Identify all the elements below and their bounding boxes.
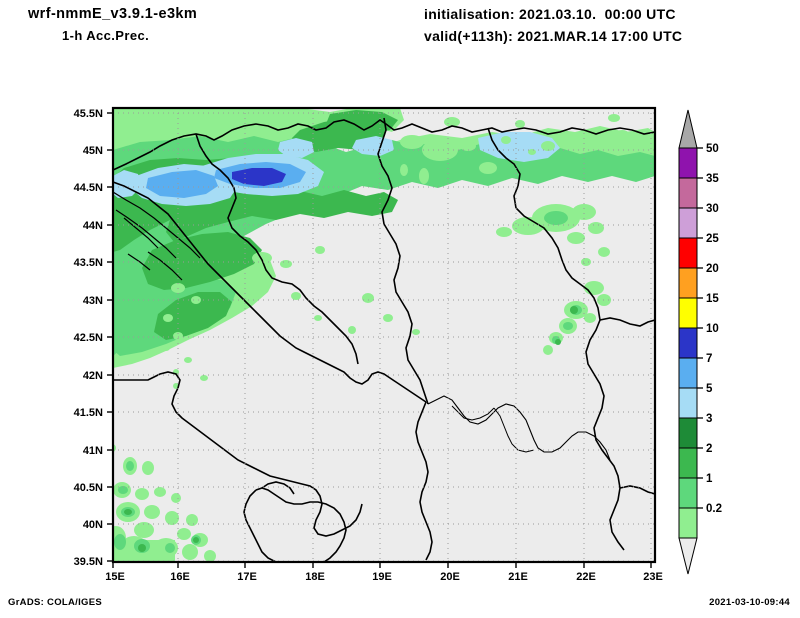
lon-tick-label: 23E [643,571,663,583]
field-title: 1-h Acc.Prec. [62,28,150,43]
colorbar-label: 1 [706,473,713,485]
lat-tick-label: 43.5N [74,257,103,269]
colorbar-band [678,297,698,329]
colorbar-label: 3 [706,413,712,425]
colorbar-band [678,507,698,539]
colorbar-band [678,357,698,389]
grads-credit: GrADS: COLA/IGES [8,597,103,608]
valid-time: valid(+113h): 2021.MAR.14 17:00 UTC [424,28,683,44]
map-gridlines [112,108,655,562]
colorbar-band [678,477,698,509]
border-montenegro-albania [427,395,611,461]
colorbar-label: 0.2 [706,503,722,515]
colorbar-label: 25 [706,233,719,245]
border-east [599,317,655,327]
colorbar-band [678,177,698,209]
coastline-adriatic-east [113,181,427,403]
colorbar-band [678,417,698,449]
coastline-italy-gargano [261,481,295,495]
colorbar-band [678,207,698,239]
lat-tick-label: 44.5N [74,182,103,194]
render-timestamp: 2021-03-10-09:44 [709,597,790,608]
lat-tick-label: 44N [83,220,103,232]
lon-tick-label: 22E [576,571,596,583]
lat-tick-label: 40.5N [74,482,103,494]
precip-band-2f [154,292,232,340]
colorbar-ticks [697,147,703,509]
colorbar-label: 7 [706,353,712,365]
colorbar-label: 30 [706,203,719,215]
lon-tick-label: 19E [372,571,392,583]
lon-tick-label: 20E [440,571,460,583]
lon-tick-label: 15E [105,571,125,583]
colorbar-label: 15 [706,293,719,305]
colorbar-band [678,387,698,419]
precip-band-2e [142,232,262,290]
lat-tick-label: 42N [83,370,103,382]
coastline-italy-heel2 [255,487,347,562]
lon-tick-label: 18E [305,571,325,583]
lat-tick-label: 45N [83,145,103,157]
border-north [113,119,655,171]
lon-tick-label: 21E [508,571,528,583]
colorbar[interactable]: 50 35 30 25 20 15 10 7 5 3 2 1 0.2 [678,109,722,575]
lon-tick-label: 16E [170,571,190,583]
precip-italy-cells-dark [124,509,199,552]
colorbar-band [678,327,698,359]
coast-island-1 [113,191,201,259]
coastline-italy-heel [243,489,277,562]
latitude-tick-labels: 45.5N 45N 44.5N 44N 43.5N 43N 42.5N 42N … [74,108,103,568]
precip-east-cells-dark [555,306,578,345]
colorbar-under-arrow [678,537,698,575]
colorbar-label: 2 [706,443,712,455]
longitude-tick-labels: 15E 16E 17E 18E 19E 20E 21E 22E 23E [105,571,663,583]
precip-band-7 [232,168,286,186]
coast-island-5 [127,253,151,271]
colorbar-band [678,267,698,299]
precip-band-5 [146,170,218,198]
colorbar-over-arrow [678,109,698,149]
border-croatia-inland [195,133,359,365]
lat-tick-label: 43N [83,295,103,307]
lat-tick-label: 41.5N [74,407,103,419]
precip-ne-cells [444,114,620,128]
colorbar-label: 5 [706,383,713,395]
initialisation-time: initialisation: 2021.03.10. 00:00 UTC [424,6,676,22]
lat-tick-label: 39.5N [74,556,103,568]
lon-tick-label: 17E [237,571,257,583]
colorbar-label: 20 [706,263,719,275]
colorbar-band [678,237,698,269]
colorbar-label: 10 [706,323,719,335]
border-northeast [487,127,625,551]
colorbar-label: 35 [706,173,719,185]
border-east2 [619,485,655,495]
coastline-south [415,401,433,561]
colorbar-label: 50 [706,143,719,155]
axis-ticks [107,112,652,568]
coastlines-and-borders [113,117,655,562]
colorbar-band [678,147,698,179]
coastline-italy-east [113,371,363,537]
lat-tick-label: 45.5N [74,108,103,120]
precip-band-3f [478,132,560,162]
coast-island-2 [115,209,177,259]
lat-tick-label: 40N [83,519,103,531]
lat-tick-label: 42.5N [74,332,103,344]
coast-island-3 [123,217,159,249]
colorbar-labels: 50 35 30 25 20 15 10 7 5 3 2 1 0.2 [706,143,722,515]
precip-band-2b [166,190,398,242]
model-title: wrf-nmmE_v3.9.1-e3km [28,6,198,22]
precip-band-3e [352,136,394,156]
lat-tick-label: 41N [83,445,103,457]
precip-band-3d [278,138,314,158]
colorbar-band [678,447,698,479]
map-frame [111,106,657,564]
coast-island-4 [147,251,183,281]
precipitation-field [113,108,655,562]
